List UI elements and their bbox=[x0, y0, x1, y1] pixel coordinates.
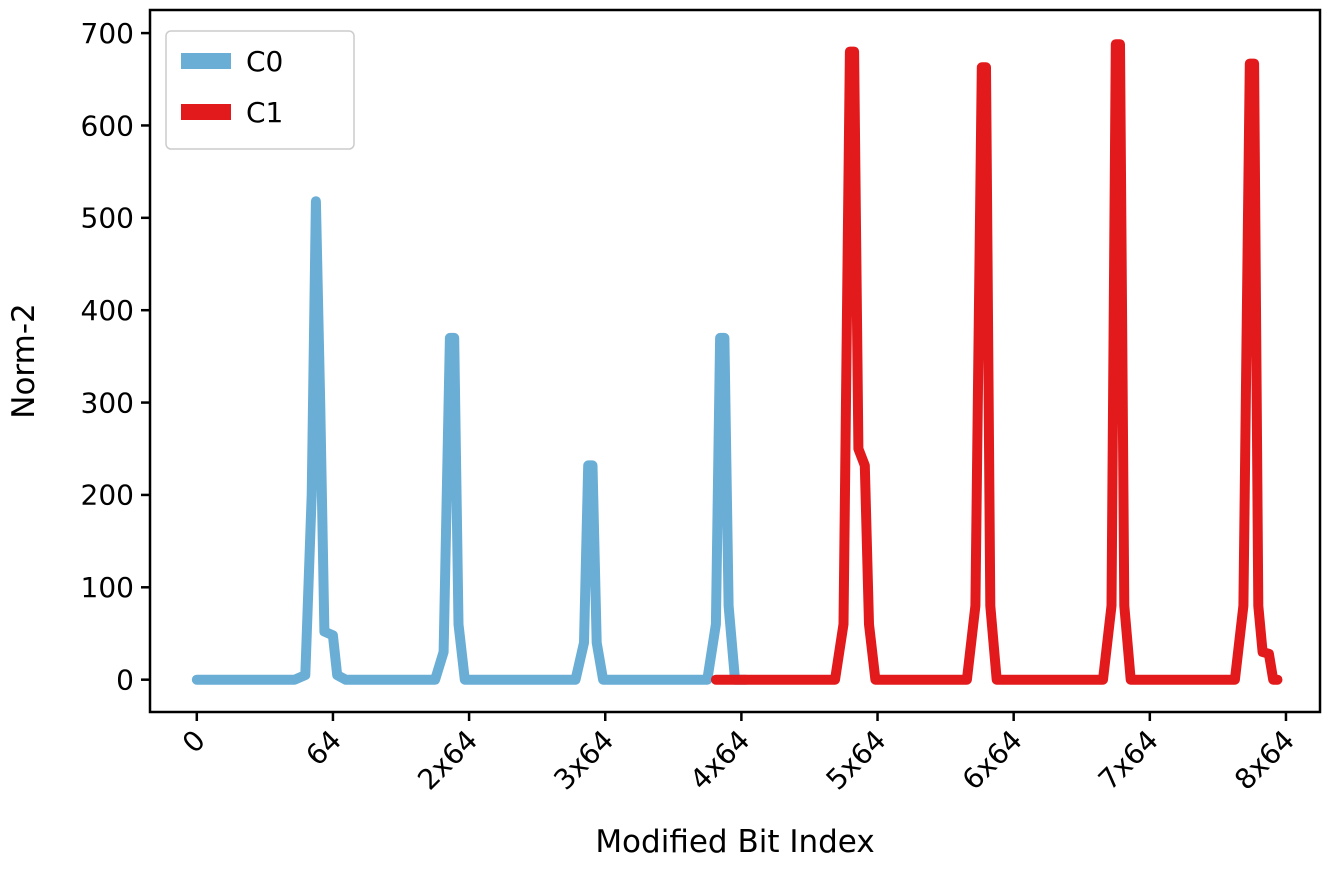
legend-swatch-C0 bbox=[181, 53, 231, 69]
y-tick-label: 700 bbox=[81, 17, 134, 50]
x-tick-label: 2x64 bbox=[411, 724, 484, 797]
y-axis-label: Norm-2 bbox=[6, 303, 42, 418]
x-tick-label: 64 bbox=[299, 724, 348, 773]
x-tick-label: 4x64 bbox=[683, 724, 756, 797]
legend-label-C0: C0 bbox=[246, 45, 283, 78]
legend: C0 C1 bbox=[165, 30, 355, 150]
x-tick-label: 7x64 bbox=[1092, 724, 1165, 797]
y-tick-label: 0 bbox=[116, 663, 134, 696]
y-tick-label: 100 bbox=[81, 571, 134, 604]
x-tick-label: 0 bbox=[176, 724, 212, 760]
y-tick-label: 600 bbox=[81, 109, 134, 142]
y-tick-label: 300 bbox=[81, 386, 134, 419]
series-line-C1 bbox=[710, 39, 1283, 685]
y-tick-label: 200 bbox=[81, 479, 134, 512]
y-tick-label: 400 bbox=[81, 294, 134, 327]
y-tick-label: 500 bbox=[81, 202, 134, 235]
x-axis-label: Modified Bit Index bbox=[595, 824, 874, 860]
legend-label-C1: C1 bbox=[246, 96, 283, 129]
x-tick-label: 3x64 bbox=[547, 724, 620, 797]
series-line-C0 bbox=[191, 196, 751, 685]
x-tick-label: 5x64 bbox=[820, 724, 893, 797]
x-tick-label: 6x64 bbox=[956, 724, 1029, 797]
series-group bbox=[191, 39, 1283, 685]
x-tick-label: 8x64 bbox=[1228, 724, 1301, 797]
legend-swatch-C1 bbox=[181, 104, 231, 120]
axes-frame bbox=[148, 8, 1322, 714]
